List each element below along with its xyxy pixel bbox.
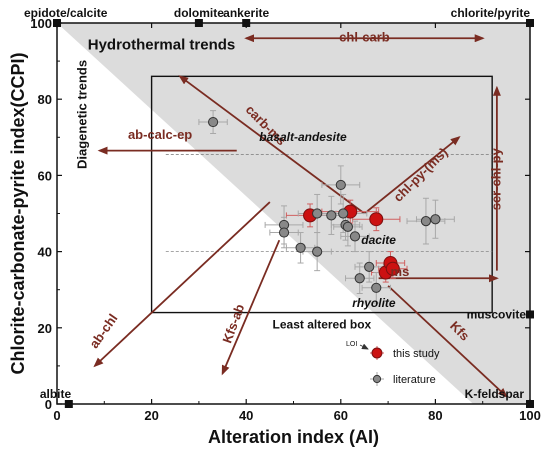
literature-point-5[interactable] — [312, 246, 323, 257]
legend-label-literature: literature — [393, 374, 436, 386]
hydrothermal-trends-label: Hydrothermal trends — [88, 37, 236, 54]
x-axis-title: Alteration index (AI) — [208, 427, 379, 447]
literature-point-15[interactable] — [420, 216, 432, 227]
y-tick-label: 0 — [45, 397, 52, 412]
literature-point-10[interactable] — [342, 221, 353, 232]
hydrothermal-shaded-region — [57, 23, 530, 404]
trend-arrow-Kfs — [387, 285, 508, 398]
mineral-label-ankerite: ankerite — [223, 6, 269, 20]
x-tick-label: 20 — [144, 408, 158, 423]
trend-arrow-ab-chl — [93, 201, 271, 368]
mineral-marker-epidote-calcite — [53, 19, 61, 27]
literature-point-8[interactable] — [338, 208, 349, 219]
trend-arrow-chl-py-ms — [363, 136, 461, 215]
rock-label-rhyolite: rhyolite — [352, 296, 396, 310]
literature-point-12[interactable] — [354, 273, 365, 284]
mineral-label-dolomite: dolomite — [174, 6, 224, 20]
trend-label-7: ab-chl — [86, 311, 120, 351]
literature-point-7[interactable] — [335, 179, 346, 191]
mineral-label-epidote-calcite: epidote/calcite — [24, 6, 108, 20]
x-tick-label: 80 — [428, 408, 442, 423]
diagenetic-trends-label: Diagenetic trends — [74, 60, 89, 169]
trend-arrow-carb-ms — [178, 75, 365, 215]
mineral-marker-K-feldspar — [526, 400, 534, 408]
trend-label-5: ms — [391, 264, 410, 279]
trend-label-2: ab-calc-ep — [128, 127, 192, 142]
mineral-marker-muscovite — [526, 310, 534, 319]
least-altered-box — [150, 75, 493, 314]
literature-point-13[interactable] — [364, 261, 375, 272]
mineral-marker-chlorite-pyrite — [526, 19, 534, 27]
trend-arrow-Kfs-ab — [221, 239, 281, 376]
literature-point-2[interactable] — [278, 227, 290, 238]
trend-label-0: chl-carb — [339, 30, 390, 45]
mineral-marker-albite — [64, 400, 73, 408]
mineral-label-albite: albite — [40, 387, 72, 401]
literature-point-6[interactable] — [326, 210, 337, 221]
study-point-5[interactable] — [385, 261, 400, 276]
literature-point-0[interactable] — [207, 116, 219, 128]
rock-label-basalt-andesite: basalt-andesite — [259, 130, 347, 144]
literature-point-3[interactable] — [295, 242, 306, 253]
legend-label-study: this study — [393, 348, 440, 360]
literature-point-16[interactable] — [430, 214, 441, 225]
literature-point-11[interactable] — [349, 231, 361, 242]
literature-point-14[interactable] — [371, 282, 382, 293]
x-tick-label: 40 — [239, 408, 253, 423]
x-tick-label: 0 — [53, 408, 60, 423]
y-tick-label: 100 — [30, 16, 52, 31]
y-axis-title: Chlorite-carbonate-pyrite index(CCPI) — [8, 52, 28, 374]
literature-point-4[interactable] — [312, 208, 323, 219]
legend-loi-pointer — [359, 343, 369, 350]
mineral-marker-dolomite — [194, 19, 203, 27]
y-tick-label: 40 — [38, 245, 52, 260]
y-tick-label: 60 — [38, 168, 52, 183]
legend-loi-note: LOI — [346, 341, 357, 348]
mineral-label-chlorite-pyrite: chlorite/pyrite — [451, 6, 531, 20]
y-tick-label: 20 — [38, 321, 52, 336]
rock-label-dacite: dacite — [361, 233, 396, 247]
mineral-label-K-feldspar: K-feldspar — [465, 387, 525, 401]
mineral-marker-ankerite — [242, 19, 251, 27]
study-point-2[interactable] — [369, 212, 384, 227]
trend-label-1: ser-chl-py — [488, 147, 503, 210]
x-tick-label: 60 — [334, 408, 348, 423]
legend-marker-study — [371, 347, 383, 359]
least-altered-box-label: Least altered box — [273, 318, 372, 332]
y-tick-label: 80 — [38, 92, 52, 107]
x-tick-label: 100 — [519, 408, 541, 423]
mineral-label-muscovite: muscovite — [467, 307, 527, 321]
legend-marker-literature — [372, 374, 382, 384]
